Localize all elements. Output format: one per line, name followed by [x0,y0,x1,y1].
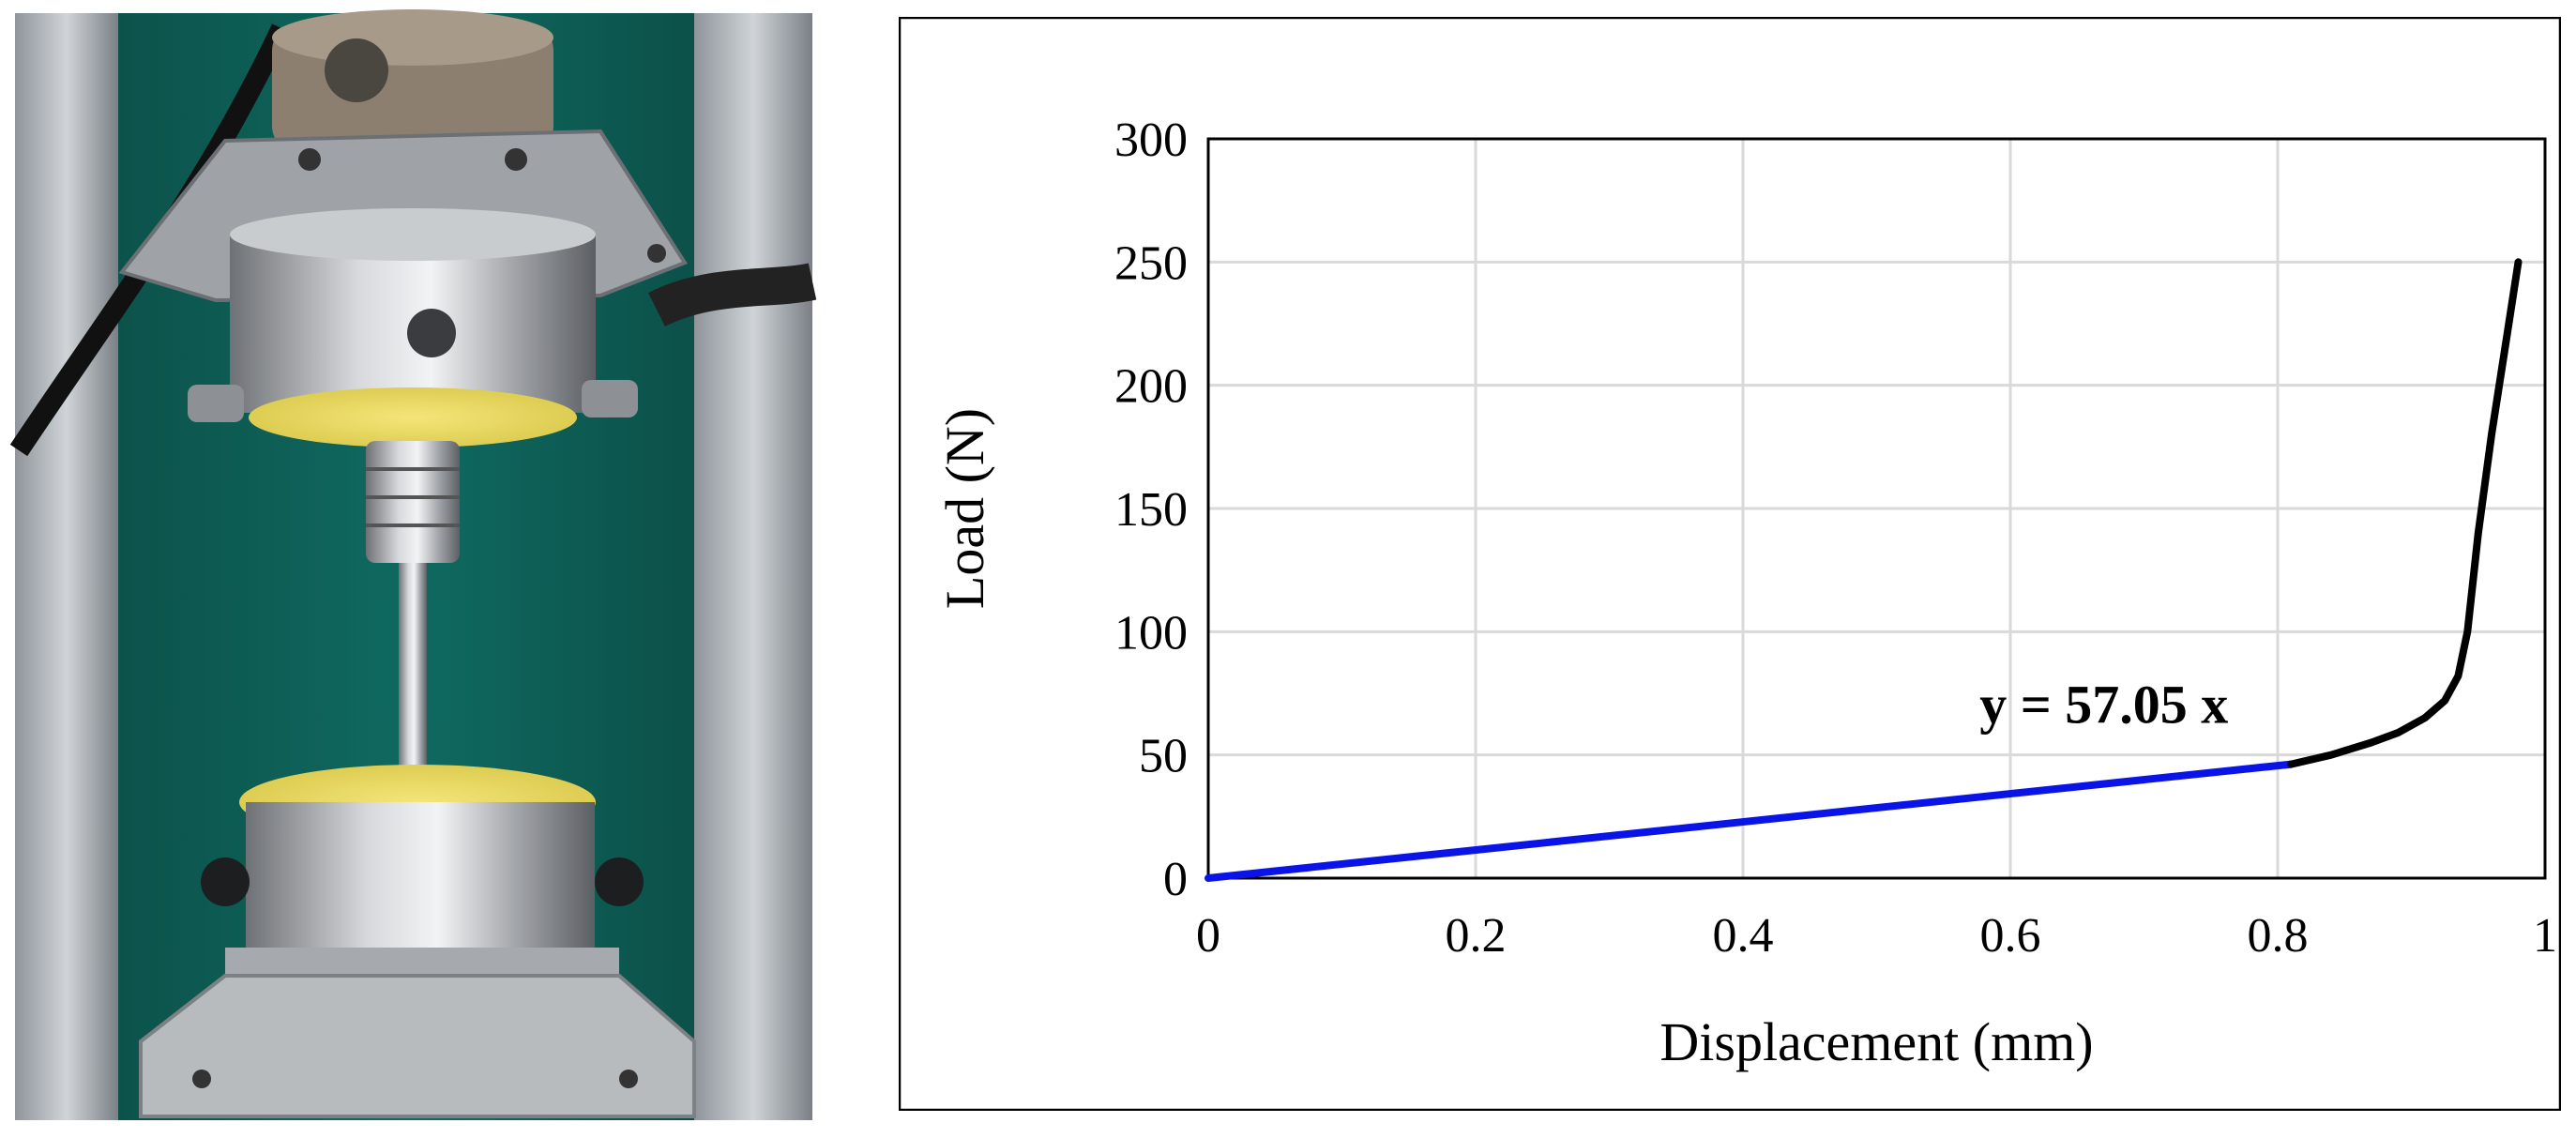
x-tick-label: 0.2 [1446,909,1507,963]
y-tick-label: 200 [1114,360,1188,414]
x-axis-label: Displacement (mm) [1659,1011,2093,1072]
y-tick-label: 100 [1114,606,1188,660]
x-tick-label: 0.4 [1713,909,1774,963]
chart-svg: 0 0.2 0.4 0.6 0.8 1 0 50 100 150 200 250 300 y = 57.… [898,16,2562,1112]
tick-labels: 0 0.2 0.4 0.6 0.8 1 0 50 100 150 200 250 300 [1114,114,2557,963]
y-tick-label: 150 [1114,483,1188,537]
chart-frame [898,16,2562,1112]
series-line-1 [1205,760,2296,882]
y-tick-label: 50 [1139,730,1188,783]
test-fixture-photo [0,0,827,1133]
x-tick-label: 1 [2533,909,2557,963]
series-line-2 [2287,258,2523,768]
x-tick-label: 0.8 [2248,909,2309,963]
x-tick-label: 0 [1196,909,1220,963]
y-tick-label: 300 [1114,114,1188,167]
fixture-illustration [9,9,817,1120]
series-lines [1205,258,2523,882]
x-tick-label: 0.6 [1980,909,2041,963]
fit-equation-annotation: y = 57.05 x [1979,675,2228,736]
y-axis-label: Load (N) [934,408,995,609]
y-tick-label: 250 [1114,236,1188,290]
plot-area-border [1206,137,2547,880]
load-displacement-chart: 0 0.2 0.4 0.6 0.8 1 0 50 100 150 200 250 300 y = 57.… [898,16,2562,1112]
y-tick-label: 0 [1163,853,1188,906]
